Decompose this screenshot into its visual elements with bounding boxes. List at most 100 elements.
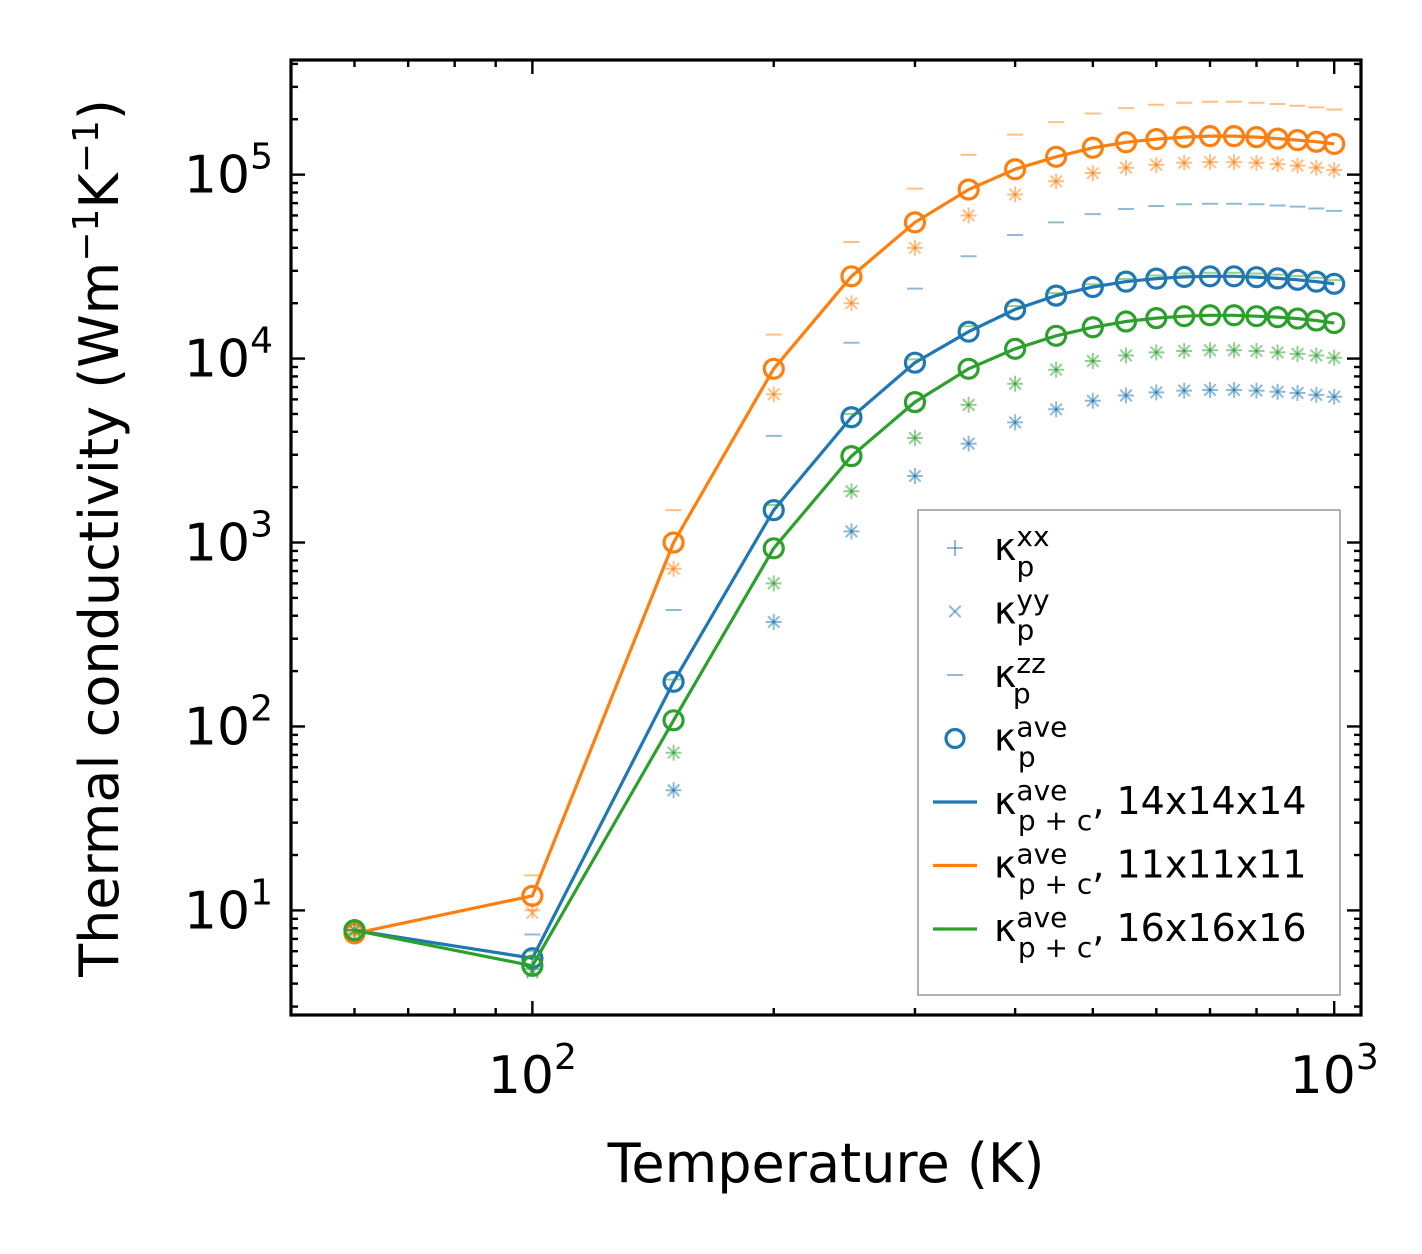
- yy-point: [1327, 390, 1341, 404]
- ave-point: [1222, 125, 1246, 148]
- ave-point: [1173, 125, 1196, 149]
- legend-entry: κave p + c, 16x16x16: [933, 901, 1307, 964]
- yy-point: [1291, 347, 1304, 361]
- legend-entry: κave p + c, 11x11x11: [933, 838, 1307, 901]
- ave-point: [1222, 265, 1246, 288]
- line-14x14x14: [354, 274, 1335, 960]
- x-tick-label: 102: [488, 1037, 577, 1106]
- yy-point: [1203, 155, 1217, 169]
- legend-kappa: κ: [994, 906, 1016, 950]
- legend-entry: κave p: [944, 711, 1067, 774]
- legend-label: κave p + c, 14x14x14: [994, 774, 1307, 837]
- yy-point: [1086, 394, 1100, 408]
- legend-sup: ave: [1016, 774, 1067, 807]
- series-11x11x11: [343, 100, 1346, 945]
- ave-point: [343, 919, 366, 942]
- yy-point: [1049, 402, 1063, 416]
- yy-point: [1086, 354, 1100, 368]
- plot-area: [343, 100, 1346, 979]
- y-tick-label: 103: [184, 505, 273, 574]
- legend-sub: p + c: [1018, 868, 1092, 901]
- ave-point: [840, 445, 863, 468]
- legend-entry: κyy p: [948, 584, 1050, 647]
- yy-point: [1227, 155, 1241, 169]
- ave-point: [1245, 305, 1268, 328]
- yy-point: [1119, 389, 1133, 402]
- ave-point: [903, 351, 927, 374]
- x-axis-label: Temperature (K): [607, 1132, 1045, 1195]
- yy-point: [1227, 383, 1241, 397]
- ave-point: [662, 531, 685, 554]
- ave-point: [1145, 306, 1168, 330]
- ave-point: [1045, 145, 1068, 168]
- y-tick-label: 101: [184, 872, 273, 941]
- legend-kappa: κ: [994, 652, 1016, 696]
- legend-entry: κxx p: [947, 520, 1050, 583]
- ave-point: [1114, 310, 1138, 333]
- legend-kappa: κ: [994, 779, 1016, 823]
- legend-sup: ave: [1016, 711, 1067, 744]
- ave-point: [1173, 265, 1196, 289]
- yy-point: [962, 437, 976, 451]
- series-14x14x14: [343, 202, 1346, 978]
- yy-point: [844, 296, 858, 310]
- ave-point: [1323, 272, 1346, 295]
- legend-label: κyy p: [994, 584, 1050, 647]
- yy-point: [1008, 415, 1022, 429]
- ave-point: [1245, 266, 1268, 289]
- ave-point: [1114, 270, 1138, 293]
- yy-point: [1309, 161, 1323, 175]
- yy-point: [1203, 343, 1217, 357]
- yy-point: [1119, 348, 1133, 362]
- yy-point: [1177, 156, 1191, 170]
- line-16x16x16: [354, 313, 1335, 968]
- yy-point: [1177, 384, 1191, 398]
- yy-point: [1049, 363, 1063, 377]
- yy-point: [1086, 166, 1100, 180]
- yy-point: [1177, 344, 1191, 358]
- ave-point: [762, 499, 785, 522]
- yy-point: [844, 484, 858, 498]
- yy-point: [348, 923, 361, 937]
- yy-point: [1271, 345, 1285, 359]
- yy-point: [1309, 348, 1323, 362]
- ave-point: [1173, 305, 1196, 328]
- ave-point: [521, 884, 544, 907]
- legend-kappa: κ: [994, 525, 1016, 569]
- yy-point: [1227, 343, 1241, 357]
- yy-point: [767, 387, 781, 401]
- y-tick-label: 105: [184, 137, 273, 206]
- legend-sup: ave: [1016, 901, 1067, 934]
- yy-point: [667, 746, 681, 760]
- yy-point: [667, 562, 681, 576]
- yy-point: [525, 906, 539, 920]
- legend-label: κxx p: [994, 520, 1050, 583]
- yy-point: [1327, 163, 1341, 177]
- ave-point: [840, 265, 863, 288]
- ave-point: [840, 406, 863, 429]
- legend-label: κave p: [994, 711, 1067, 774]
- yy-point: [1250, 344, 1263, 358]
- yy-point: [844, 524, 858, 538]
- yy-point: [1149, 345, 1163, 359]
- ave-point: [521, 954, 544, 977]
- x-tick-label: 103: [1290, 1037, 1379, 1106]
- series-16x16x16: [343, 271, 1346, 979]
- ave-point: [1045, 284, 1068, 307]
- legend-sub: p: [1013, 677, 1031, 710]
- legend-sub: p + c: [1018, 931, 1092, 964]
- ave-point: [1145, 128, 1168, 151]
- legend-sup: zz: [1016, 647, 1045, 680]
- ave-point: [1045, 324, 1068, 347]
- ave-point: [1245, 125, 1268, 149]
- yy-point: [1203, 383, 1217, 397]
- ave-point: [1081, 316, 1104, 339]
- ave-point: [903, 211, 927, 234]
- y-label-main: Thermal conductivity (Wm: [68, 262, 131, 978]
- legend-sub: p: [1018, 741, 1036, 774]
- legend-label: κzz p: [994, 647, 1046, 710]
- yy-point: [908, 241, 922, 255]
- legend-label: κave p + c, 11x11x11: [994, 838, 1307, 901]
- ave-point: [1198, 125, 1222, 148]
